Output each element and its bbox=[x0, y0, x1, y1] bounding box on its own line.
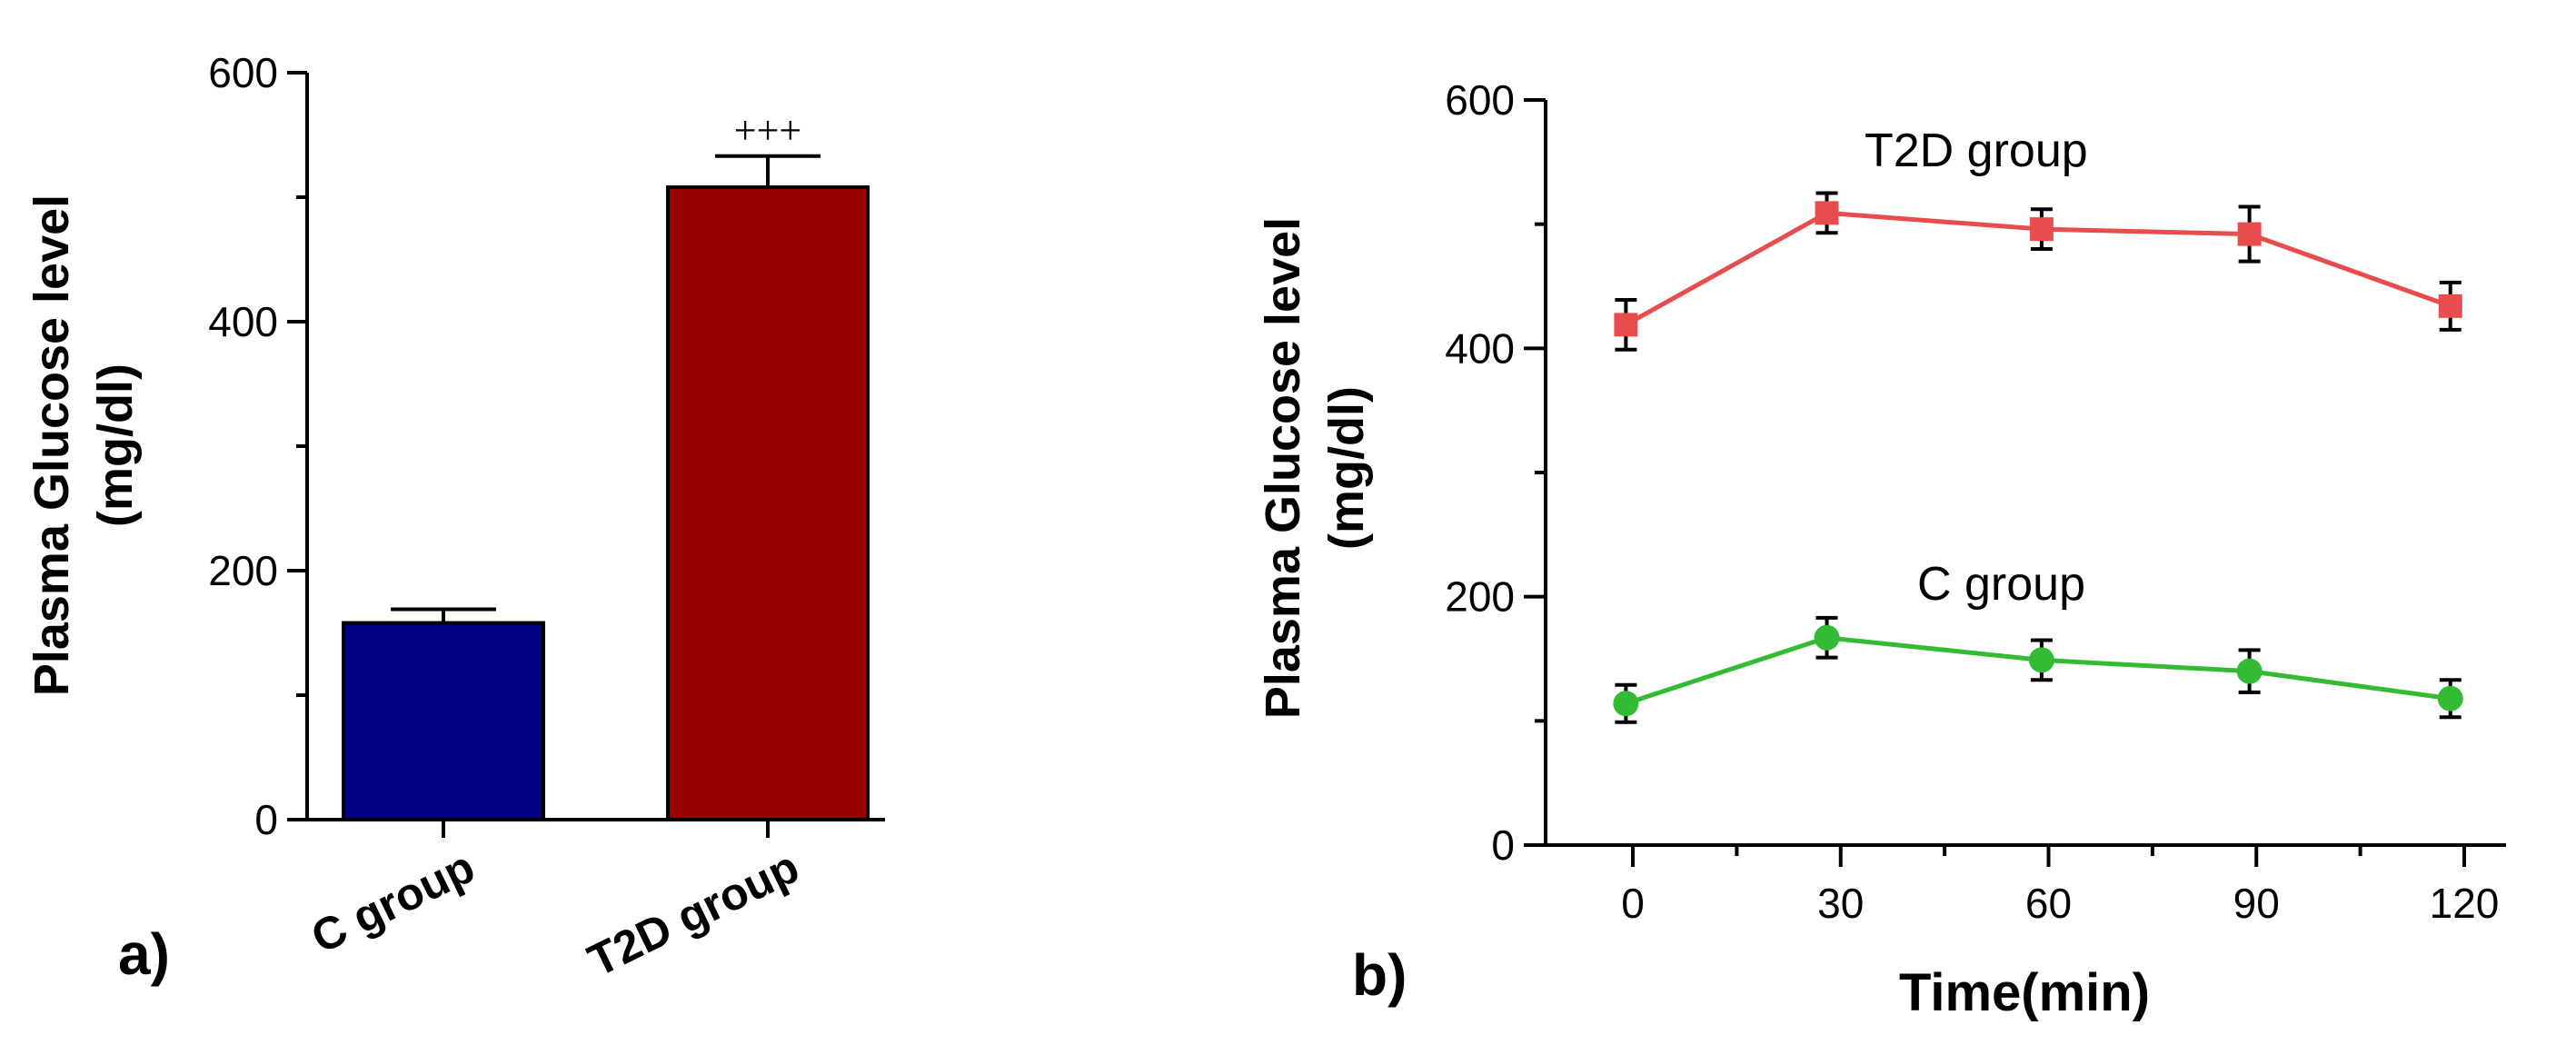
panel-b-y-ticks: 0 200 400 600 bbox=[1445, 76, 1546, 869]
panel-a-bar-chart: 0 200 400 600 +++ C group T2D group Plasma G… bbox=[25, 49, 885, 987]
panel-a-category-label: T2D group bbox=[581, 841, 807, 987]
panel-b-xtick-label: 0 bbox=[1621, 880, 1645, 927]
panel-b-ytick-label: 0 bbox=[1491, 821, 1515, 869]
panel-b-xlabel: Time(min) bbox=[1899, 963, 2150, 1022]
panel-b-label: b) bbox=[1352, 942, 1407, 1008]
data-point-t2d-group bbox=[2029, 217, 2054, 242]
panel-b-xtick-label: 60 bbox=[2025, 880, 2072, 927]
panel-a-ytick-label: 0 bbox=[254, 796, 278, 843]
panel-b-xtick-label: 30 bbox=[1817, 880, 1864, 927]
panel-b-x-ticks: 0 30 60 90 120 bbox=[1621, 845, 2499, 927]
data-point-c-group bbox=[2236, 658, 2263, 684]
panel-a-ylabel-line2: (mg/dl) bbox=[88, 363, 143, 527]
series-label-t2d: T2D group bbox=[1865, 124, 2088, 177]
series-label-c: C group bbox=[1917, 558, 2085, 611]
panel-a-ylabel-line1: Plasma Glucose level bbox=[25, 194, 79, 696]
panel-b-xtick-label: 120 bbox=[2430, 880, 2500, 927]
panel-b-ytick-label: 600 bbox=[1445, 76, 1515, 124]
panel-a-ytick-label: 400 bbox=[208, 298, 278, 345]
bar-c-group bbox=[342, 621, 545, 821]
data-point-c-group bbox=[2028, 647, 2054, 673]
panel-b-ytick-label: 400 bbox=[1445, 324, 1515, 372]
panel-a-ytick-label: 200 bbox=[208, 547, 278, 594]
data-point-c-group bbox=[1613, 691, 1639, 717]
bar-t2d-group bbox=[666, 185, 870, 822]
panel-a-category-label: C group bbox=[303, 841, 482, 963]
panel-b-ytick-label: 200 bbox=[1445, 573, 1515, 621]
significance-annotation: +++ bbox=[734, 108, 801, 153]
data-point-t2d-group bbox=[2237, 222, 2262, 246]
panel-a-bars: +++ bbox=[342, 108, 870, 822]
panel-a-category-labels: C group T2D group bbox=[303, 820, 807, 986]
panel-a-y-ticks: 0 200 400 600 bbox=[208, 49, 307, 843]
data-point-t2d-group bbox=[1614, 313, 1638, 337]
data-point-t2d-group bbox=[2438, 294, 2462, 318]
data-point-t2d-group bbox=[1815, 201, 1839, 225]
data-point-c-group bbox=[1814, 624, 1840, 651]
panel-b-ylabel-line2: (mg/dl) bbox=[1319, 386, 1374, 550]
panel-a-label: a) bbox=[118, 921, 170, 987]
data-point-c-group bbox=[2437, 685, 2463, 712]
panel-b-series bbox=[1613, 191, 2463, 724]
panel-a-ytick-label: 600 bbox=[208, 49, 278, 96]
panel-b-ylabel-line1: Plasma Glucose level bbox=[1256, 217, 1310, 719]
panel-b-xtick-label: 90 bbox=[2233, 880, 2280, 927]
